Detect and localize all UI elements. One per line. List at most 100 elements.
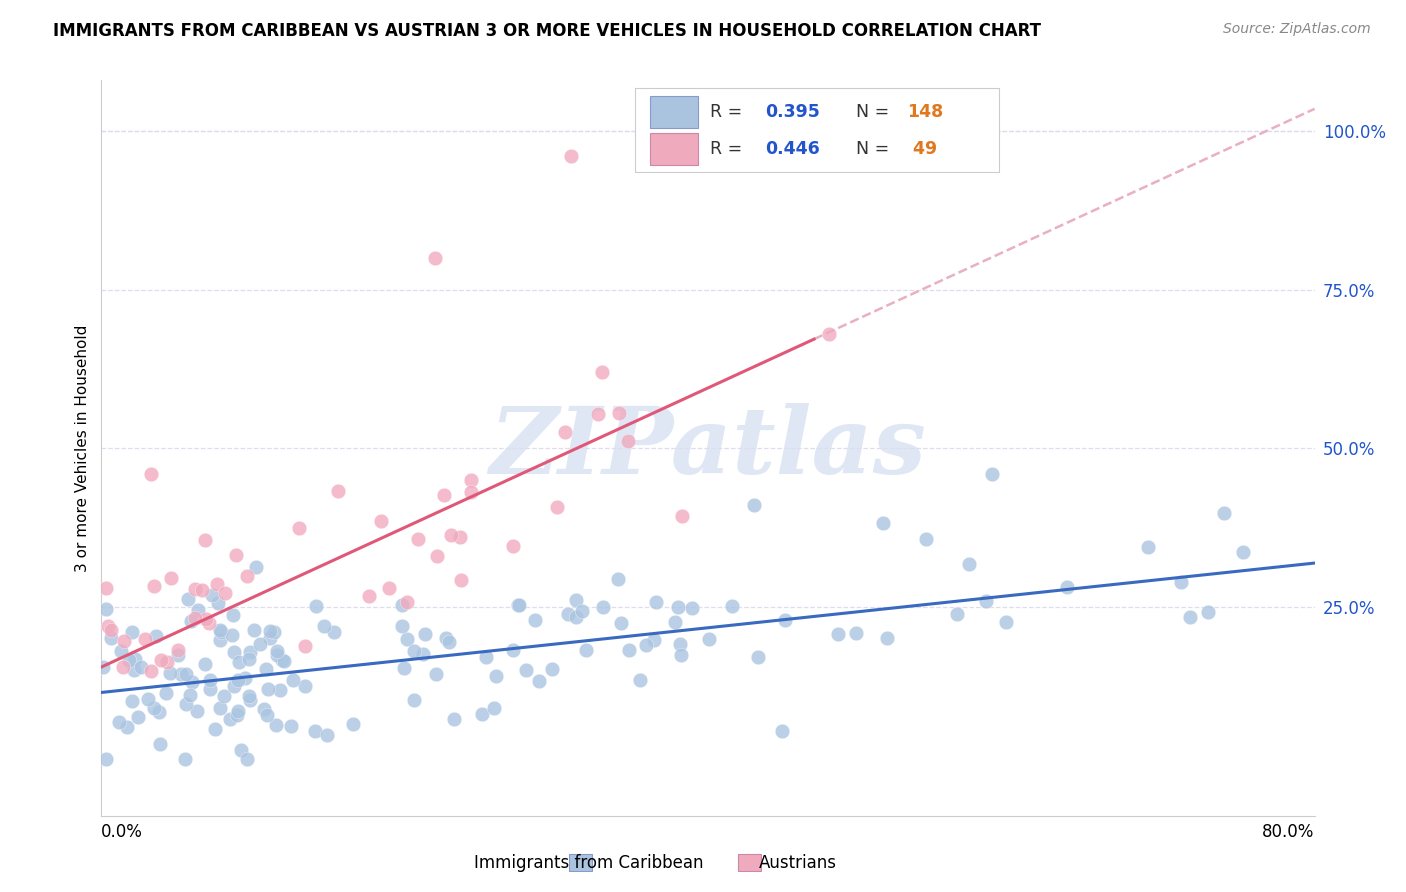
Point — [170, 666, 193, 681]
Point — [426, 549, 449, 563]
Point — [111, 659, 134, 673]
Point — [872, 516, 894, 530]
Point — [592, 600, 614, 615]
FancyBboxPatch shape — [636, 87, 1000, 172]
Point — [591, 365, 613, 379]
Point — [560, 149, 582, 163]
Point — [149, 737, 172, 751]
Point — [404, 692, 426, 706]
Point — [129, 660, 152, 674]
Point — [747, 650, 769, 665]
Point — [221, 628, 243, 642]
Point — [314, 619, 336, 633]
Point — [136, 691, 159, 706]
Point — [697, 632, 720, 646]
Point — [209, 625, 232, 640]
Point — [239, 693, 262, 707]
Point — [475, 649, 498, 664]
Text: 80.0%: 80.0% — [1263, 822, 1315, 840]
Point — [233, 671, 256, 685]
Point — [201, 588, 224, 602]
Point — [91, 660, 114, 674]
Point — [121, 624, 143, 639]
Point — [94, 581, 117, 595]
Point — [1232, 545, 1254, 559]
Point — [176, 698, 198, 712]
Point — [636, 638, 658, 652]
Point — [515, 663, 537, 677]
Point — [323, 624, 346, 639]
Point — [287, 521, 309, 535]
Point — [845, 626, 868, 640]
Point — [564, 610, 586, 624]
Point — [231, 742, 253, 756]
Point — [198, 616, 221, 631]
Text: N =: N = — [856, 103, 894, 121]
Point — [425, 667, 447, 681]
Point — [253, 702, 276, 716]
Point — [770, 723, 793, 738]
Point — [219, 712, 242, 726]
Point — [669, 637, 692, 651]
FancyBboxPatch shape — [650, 133, 699, 165]
Point — [193, 657, 215, 672]
Point — [184, 611, 207, 625]
Point — [370, 514, 392, 528]
Point — [198, 673, 221, 687]
Point — [97, 619, 120, 633]
Point — [485, 669, 508, 683]
Point — [134, 632, 156, 646]
Point — [666, 599, 689, 614]
Point — [194, 612, 217, 626]
Point — [122, 663, 145, 677]
Point — [827, 627, 849, 641]
Point — [110, 644, 132, 658]
Text: 0.0%: 0.0% — [101, 822, 143, 840]
Point — [616, 434, 638, 448]
Point — [1180, 610, 1202, 624]
Point — [259, 624, 281, 639]
Point — [645, 595, 668, 609]
Point — [342, 717, 364, 731]
Point — [527, 674, 550, 689]
Point — [156, 655, 179, 669]
Point — [876, 631, 898, 645]
Point — [502, 643, 524, 657]
Point — [194, 533, 217, 547]
Text: N =: N = — [856, 140, 894, 158]
Point — [208, 632, 231, 647]
Point — [378, 581, 401, 595]
Point — [305, 599, 328, 613]
Point — [173, 752, 195, 766]
Point — [1198, 605, 1220, 619]
Point — [266, 648, 288, 663]
Point — [671, 648, 693, 662]
Point — [440, 528, 463, 542]
Point — [94, 602, 117, 616]
Point — [269, 683, 291, 698]
Point — [115, 720, 138, 734]
Point — [198, 681, 221, 696]
Point — [281, 673, 304, 687]
Point — [121, 694, 143, 708]
Point — [143, 579, 166, 593]
Point — [214, 690, 236, 704]
Point — [586, 408, 609, 422]
Point — [226, 704, 249, 718]
Point — [392, 661, 415, 675]
Point — [994, 615, 1017, 629]
Point — [124, 652, 146, 666]
Point — [406, 532, 429, 546]
Point — [471, 706, 494, 721]
Point — [259, 632, 281, 646]
Point — [209, 624, 232, 638]
Point — [391, 619, 413, 633]
Point — [207, 596, 229, 610]
Point — [235, 568, 257, 582]
Point — [181, 675, 204, 690]
Point — [391, 599, 413, 613]
Point — [187, 603, 209, 617]
Text: 49: 49 — [907, 140, 936, 158]
Point — [818, 326, 841, 341]
Point — [423, 251, 446, 265]
